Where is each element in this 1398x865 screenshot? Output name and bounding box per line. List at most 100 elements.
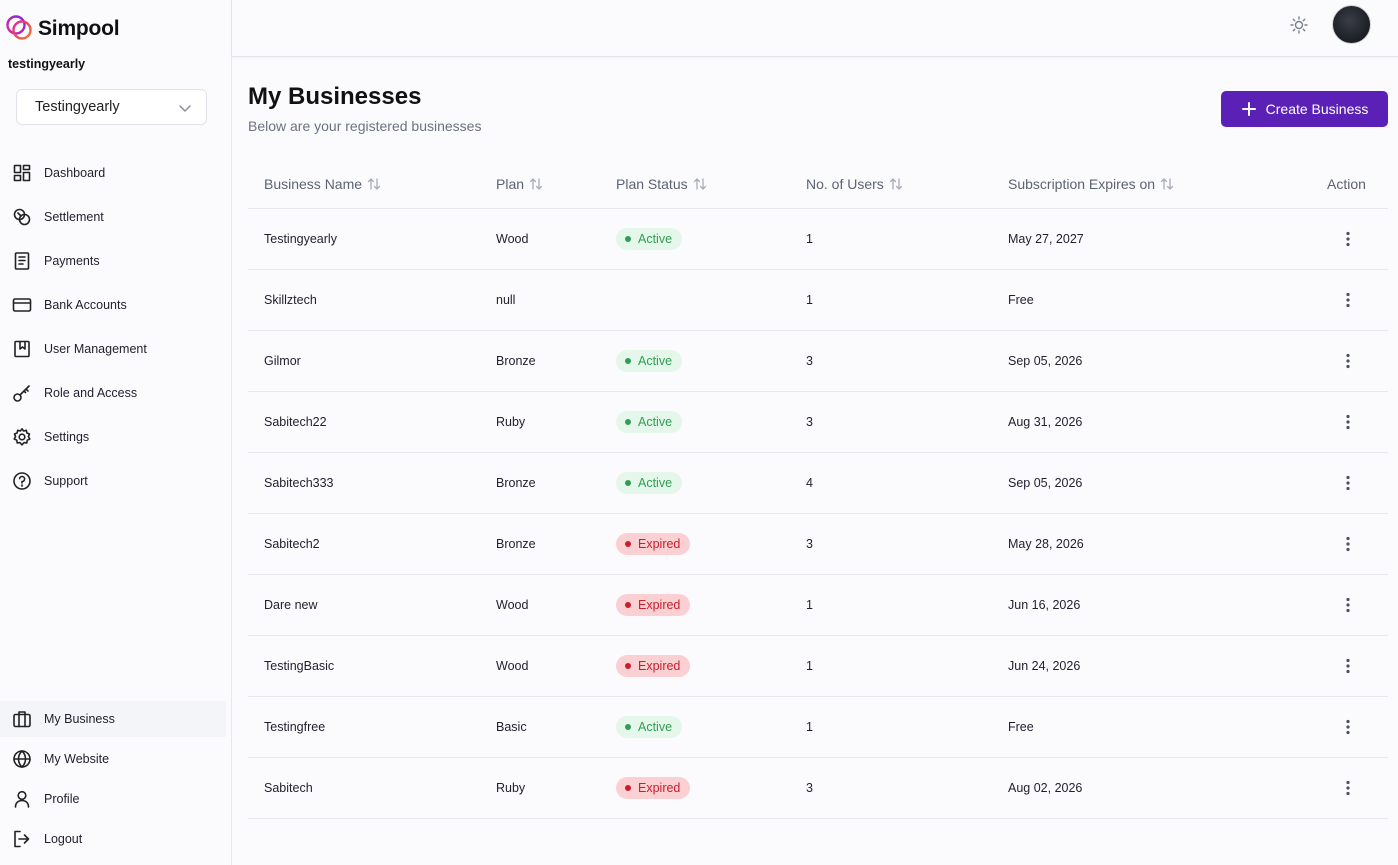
create-business-label: Create Business bbox=[1265, 101, 1369, 117]
table-body: Testingyearly Wood Active 1 May 27, 2027 Skil… bbox=[248, 209, 1388, 819]
sidebar-item-support[interactable]: Support bbox=[0, 463, 226, 499]
plan-cell: Bronze bbox=[496, 476, 536, 490]
users-cell: 1 bbox=[806, 659, 813, 673]
column-users[interactable]: No. of Users bbox=[806, 176, 903, 192]
plan-cell: Bronze bbox=[496, 537, 536, 551]
business-name-cell: Sabitech333 bbox=[264, 476, 334, 490]
status-label: Active bbox=[638, 415, 673, 429]
page-subtitle: Below are your registered businesses bbox=[248, 118, 482, 134]
avatar[interactable] bbox=[1332, 5, 1371, 44]
business-select-value: Testingyearly bbox=[35, 99, 120, 115]
more-vertical-icon[interactable] bbox=[1338, 717, 1358, 737]
sidebar-item-settings[interactable]: Settings bbox=[0, 419, 226, 455]
sidebar-item-user-management[interactable]: User Management bbox=[0, 331, 226, 367]
more-vertical-icon[interactable] bbox=[1338, 290, 1358, 310]
chevron-down-icon bbox=[178, 101, 192, 115]
status-label: Active bbox=[638, 720, 673, 734]
status-badge: Expired bbox=[616, 655, 691, 677]
business-name-cell: Testingfree bbox=[264, 720, 326, 734]
sidebar-item-label: Payments bbox=[44, 254, 100, 268]
sort-icon bbox=[367, 177, 381, 191]
users-cell: 3 bbox=[806, 354, 813, 368]
table-row[interactable]: Gilmor Bronze Active 3 Sep 05, 2026 bbox=[248, 331, 1388, 392]
column-plan[interactable]: Plan bbox=[496, 176, 543, 192]
table-row[interactable]: Testingyearly Wood Active 1 May 27, 2027 bbox=[248, 209, 1388, 270]
business-select[interactable]: Testingyearly bbox=[16, 89, 207, 125]
plan-cell: Wood bbox=[496, 598, 529, 612]
more-vertical-icon[interactable] bbox=[1338, 473, 1358, 493]
users-cell: 3 bbox=[806, 781, 813, 795]
table-row[interactable]: Sabitech22 Ruby Active 3 Aug 31, 2026 bbox=[248, 392, 1388, 453]
business-name-cell: Testingyearly bbox=[264, 232, 337, 246]
businesses-table: Business Name Plan Plan Status No. of Us… bbox=[248, 160, 1388, 819]
sidebar-item-profile[interactable]: Profile bbox=[0, 781, 226, 817]
status-dot-icon bbox=[625, 541, 631, 547]
expires-cell: Aug 02, 2026 bbox=[1008, 781, 1083, 795]
sidebar-item-my-website[interactable]: My Website bbox=[0, 741, 226, 777]
column-label: Action bbox=[1327, 176, 1366, 192]
more-vertical-icon[interactable] bbox=[1338, 412, 1358, 432]
more-vertical-icon[interactable] bbox=[1338, 656, 1358, 676]
sidebar-item-my-business[interactable]: My Business bbox=[0, 701, 226, 737]
briefcase-icon bbox=[12, 709, 32, 729]
expires-cell: Sep 05, 2026 bbox=[1008, 354, 1083, 368]
brand[interactable]: Simpool bbox=[4, 14, 120, 44]
status-badge: Expired bbox=[616, 777, 691, 799]
dashboard-icon bbox=[12, 163, 32, 183]
plus-icon bbox=[1241, 101, 1257, 117]
sidebar-item-logout[interactable]: Logout bbox=[0, 821, 226, 857]
users-cell: 3 bbox=[806, 537, 813, 551]
sidebar-item-label: Profile bbox=[44, 792, 80, 806]
more-vertical-icon[interactable] bbox=[1338, 595, 1358, 615]
bookmark-icon bbox=[12, 339, 32, 359]
plan-cell: Basic bbox=[496, 720, 527, 734]
status-label: Expired bbox=[638, 781, 681, 795]
sidebar-item-payments[interactable]: Payments bbox=[0, 243, 226, 279]
sun-icon[interactable] bbox=[1288, 14, 1310, 36]
create-business-button[interactable]: Create Business bbox=[1221, 91, 1388, 127]
expires-cell: Jun 16, 2026 bbox=[1008, 598, 1081, 612]
more-vertical-icon[interactable] bbox=[1338, 534, 1358, 554]
gear-icon bbox=[12, 427, 32, 447]
business-name-cell: Skillztech bbox=[264, 293, 317, 307]
sort-icon bbox=[1160, 177, 1174, 191]
sidebar-item-settlement[interactable]: Settlement bbox=[0, 199, 226, 235]
key-icon bbox=[12, 383, 32, 403]
column-label: Plan Status bbox=[616, 176, 688, 192]
table-row[interactable]: Testingfree Basic Active 1 Free bbox=[248, 697, 1388, 758]
table-row[interactable]: Skillztech null 1 Free bbox=[248, 270, 1388, 331]
brand-name: Simpool bbox=[38, 17, 120, 40]
table-row[interactable]: Sabitech Ruby Expired 3 Aug 02, 2026 bbox=[248, 758, 1388, 819]
sort-icon bbox=[889, 177, 903, 191]
table-row[interactable]: Sabitech333 Bronze Active 4 Sep 05, 2026 bbox=[248, 453, 1388, 514]
more-vertical-icon[interactable] bbox=[1338, 229, 1358, 249]
business-name-cell: Sabitech22 bbox=[264, 415, 327, 429]
sidebar-item-label: Settlement bbox=[44, 210, 104, 224]
expires-cell: Jun 24, 2026 bbox=[1008, 659, 1081, 673]
column-plan-status[interactable]: Plan Status bbox=[616, 176, 707, 192]
status-badge: Active bbox=[616, 228, 683, 250]
column-business-name[interactable]: Business Name bbox=[264, 176, 381, 192]
sidebar-item-role-and-access[interactable]: Role and Access bbox=[0, 375, 226, 411]
business-name-cell: TestingBasic bbox=[264, 659, 335, 673]
status-label: Active bbox=[638, 232, 673, 246]
account-name: testingyearly bbox=[8, 57, 86, 71]
table-row[interactable]: Sabitech2 Bronze Expired 3 May 28, 2026 bbox=[248, 514, 1388, 575]
sidebar-item-label: My Website bbox=[44, 752, 110, 766]
status-label: Active bbox=[638, 354, 673, 368]
status-dot-icon bbox=[625, 358, 631, 364]
sidebar-item-dashboard[interactable]: Dashboard bbox=[0, 155, 226, 191]
card-icon bbox=[12, 295, 32, 315]
table-row[interactable]: Dare new Wood Expired 1 Jun 16, 2026 bbox=[248, 575, 1388, 636]
more-vertical-icon[interactable] bbox=[1338, 351, 1358, 371]
column-expires[interactable]: Subscription Expires on bbox=[1008, 176, 1174, 192]
sidebar-item-label: User Management bbox=[44, 342, 147, 356]
expires-cell: Sep 05, 2026 bbox=[1008, 476, 1083, 490]
table-row[interactable]: TestingBasic Wood Expired 1 Jun 24, 2026 bbox=[248, 636, 1388, 697]
expires-cell: May 28, 2026 bbox=[1008, 537, 1084, 551]
table-header: Business Name Plan Plan Status No. of Us… bbox=[248, 160, 1388, 209]
expires-cell: Free bbox=[1008, 293, 1034, 307]
column-action: Action bbox=[1327, 176, 1366, 192]
sidebar-item-bank-accounts[interactable]: Bank Accounts bbox=[0, 287, 226, 323]
more-vertical-icon[interactable] bbox=[1338, 778, 1358, 798]
